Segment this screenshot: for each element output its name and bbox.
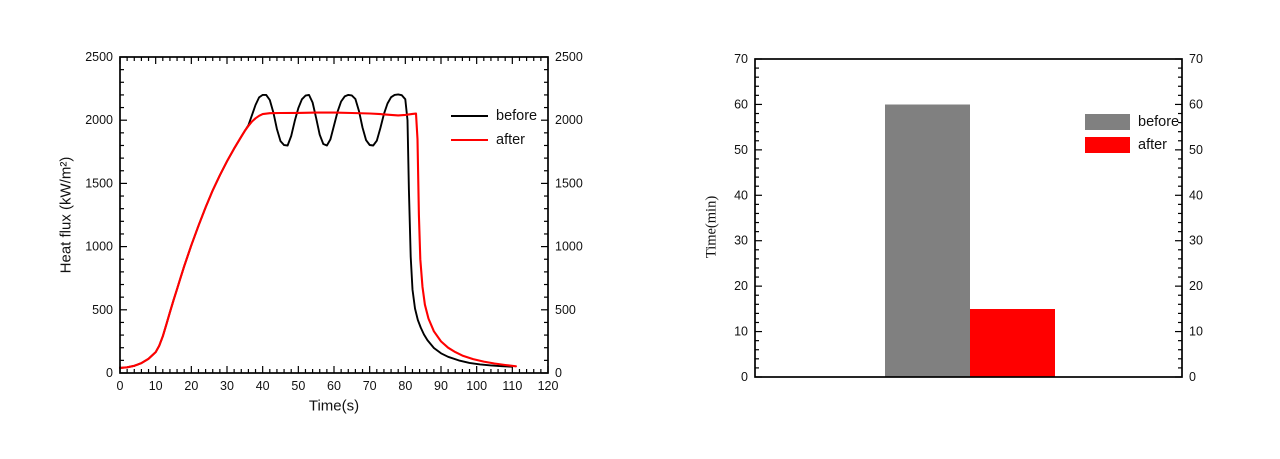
tick-label: 70 — [734, 52, 748, 66]
tick-label: 0 — [555, 366, 562, 380]
legend-item-after: after — [451, 129, 537, 150]
tick-label: 90 — [434, 379, 448, 393]
tick-label: 60 — [1189, 97, 1203, 111]
tick-label: 0 — [106, 366, 113, 380]
tick-label: 20 — [184, 379, 198, 393]
tick-label: 30 — [1189, 234, 1203, 248]
time-bar-chart: 0 0 10 10 20 20 30 30 40 40 50 50 60 60 70 70 — [734, 52, 1203, 384]
tick-label: 0 — [741, 370, 748, 384]
tick-label: 50 — [734, 143, 748, 157]
legend-item-before: before — [1085, 112, 1179, 131]
tick-label: 10 — [149, 379, 163, 393]
tick-label: 10 — [1189, 325, 1203, 339]
bar-after — [970, 308, 1056, 377]
legend-label-before: before — [1138, 113, 1180, 130]
tick-label: 40 — [256, 379, 270, 393]
tick-label: 0 — [117, 379, 124, 393]
legend-item-after: after — [1085, 135, 1179, 154]
bar-chart-legend: before after — [1085, 112, 1179, 154]
tick-label: 2000 — [85, 113, 113, 127]
bar-before — [885, 104, 971, 378]
tick-label: 60 — [734, 97, 748, 111]
after-line-swatch — [451, 138, 488, 141]
tick-label: 1000 — [555, 240, 583, 254]
tick-label: 80 — [398, 379, 412, 393]
tick-label: 1500 — [85, 176, 113, 190]
time-min-axis-title: Time(min) — [703, 195, 720, 259]
after-bar-swatch — [1085, 136, 1130, 153]
tick-label: 1000 — [85, 240, 113, 254]
tick-label: 70 — [363, 379, 377, 393]
tick-label: 2000 — [555, 113, 583, 127]
tick-label: 2500 — [85, 50, 113, 64]
tick-label: 40 — [1189, 188, 1203, 202]
legend-label-before: before — [496, 107, 538, 124]
heat-flux-axis-title: Heat flux (kW/m²) — [57, 156, 75, 274]
tick-label: 100 — [466, 379, 487, 393]
tick-label: 2500 — [555, 50, 583, 64]
before-bar-swatch — [1085, 113, 1130, 130]
tick-label: 30 — [734, 234, 748, 248]
axis-frame — [119, 56, 549, 374]
tick-label: 500 — [92, 303, 113, 317]
series-after-line — [118, 111, 517, 369]
tick-label: 40 — [734, 188, 748, 202]
tick-label: 120 — [538, 379, 559, 393]
line-chart-legend: before after — [451, 105, 537, 150]
before-line-swatch — [451, 114, 488, 117]
tick-label: 1500 — [555, 176, 583, 190]
tick-label: 50 — [291, 379, 305, 393]
time-axis-title: Time(s) — [308, 397, 360, 415]
legend-label-after: after — [1138, 136, 1168, 153]
axis-frame — [754, 58, 1183, 378]
tick-label: 30 — [220, 379, 234, 393]
tick-label: 50 — [1189, 143, 1203, 157]
tick-label: 20 — [1189, 279, 1203, 293]
tick-label: 20 — [734, 279, 748, 293]
tick-label: 60 — [327, 379, 341, 393]
tick-label: 0 — [1189, 370, 1196, 384]
legend-label-after: after — [496, 131, 526, 148]
tick-label: 10 — [734, 325, 748, 339]
tick-label: 70 — [1189, 52, 1203, 66]
tick-label: 500 — [555, 303, 576, 317]
legend-item-before: before — [451, 105, 537, 126]
tick-label: 110 — [502, 379, 522, 393]
